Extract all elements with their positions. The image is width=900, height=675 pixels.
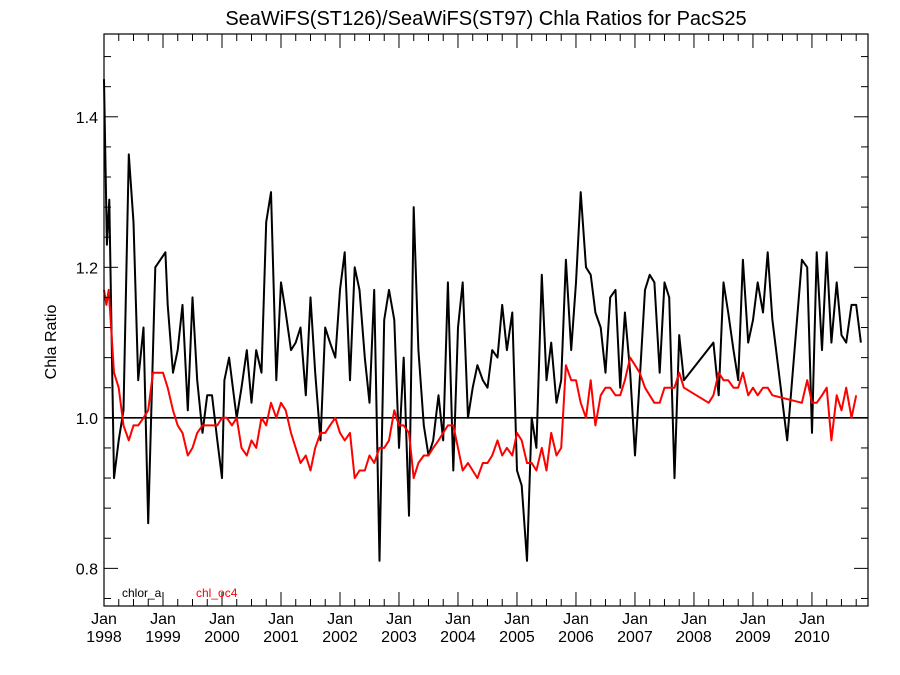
- x-tick-label-year: 2004: [440, 629, 476, 646]
- x-tick-label-month: Jan: [622, 611, 648, 628]
- x-tick-label-year: 2008: [676, 629, 712, 646]
- legend-entry-chl-oc4: chl_oc4: [196, 586, 238, 600]
- x-tick-label-month: Jan: [740, 611, 766, 628]
- x-tick-label-year: 2006: [558, 629, 594, 646]
- x-tick-label-month: Jan: [268, 611, 294, 628]
- y-tick-label: 1.0: [76, 411, 98, 428]
- y-axis-ticks: 0.8 1.0 1.2 1.4: [76, 56, 868, 599]
- y-tick-label: 0.8: [76, 561, 98, 578]
- y-axis-label: Chla Ratio: [43, 305, 60, 380]
- x-tick-label-year: 2002: [322, 629, 358, 646]
- x-tick-label-month: Jan: [209, 611, 235, 628]
- series-line-chlor-a: [103, 79, 862, 562]
- x-tick-label-year: 2005: [499, 629, 535, 646]
- x-tick-label-year: 2001: [263, 629, 299, 646]
- x-axis-ticks: Jan1998Jan1999Jan2000Jan2001Jan2002Jan20…: [86, 34, 857, 646]
- x-tick-label-year: 2003: [381, 629, 417, 646]
- x-tick-label-month: Jan: [445, 611, 471, 628]
- x-tick-label-month: Jan: [327, 611, 353, 628]
- series-line-chl-oc4: [103, 288, 858, 480]
- legend-entry-chlor-a: chlor_a: [122, 586, 162, 600]
- x-tick-label-year: 2000: [204, 629, 240, 646]
- x-tick-label-year: 1998: [86, 629, 122, 646]
- x-tick-label-month: Jan: [563, 611, 589, 628]
- x-tick-label-month: Jan: [150, 611, 176, 628]
- x-tick-label-year: 2009: [735, 629, 771, 646]
- series-layer: [103, 79, 862, 562]
- x-tick-label-month: Jan: [386, 611, 412, 628]
- legend: chlor_a chl_oc4: [122, 586, 238, 600]
- y-tick-label: 1.2: [76, 260, 98, 277]
- x-tick-label-year: 1999: [145, 629, 181, 646]
- x-tick-label-year: 2010: [794, 629, 830, 646]
- plot-frame: [103, 33, 869, 607]
- x-tick-label-month: Jan: [799, 611, 825, 628]
- x-tick-label-year: 2007: [617, 629, 653, 646]
- x-tick-label-month: Jan: [504, 611, 530, 628]
- x-tick-label-month: Jan: [91, 611, 117, 628]
- y-tick-label: 1.4: [76, 110, 98, 127]
- chart-title: SeaWiFS(ST126)/SeaWiFS(ST97) Chla Ratios…: [225, 8, 746, 30]
- x-tick-label-month: Jan: [681, 611, 707, 628]
